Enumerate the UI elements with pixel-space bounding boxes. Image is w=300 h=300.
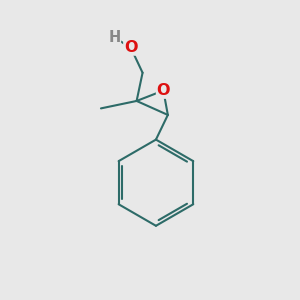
Text: O: O: [124, 40, 137, 55]
Text: H: H: [108, 30, 121, 45]
Text: O: O: [157, 83, 170, 98]
